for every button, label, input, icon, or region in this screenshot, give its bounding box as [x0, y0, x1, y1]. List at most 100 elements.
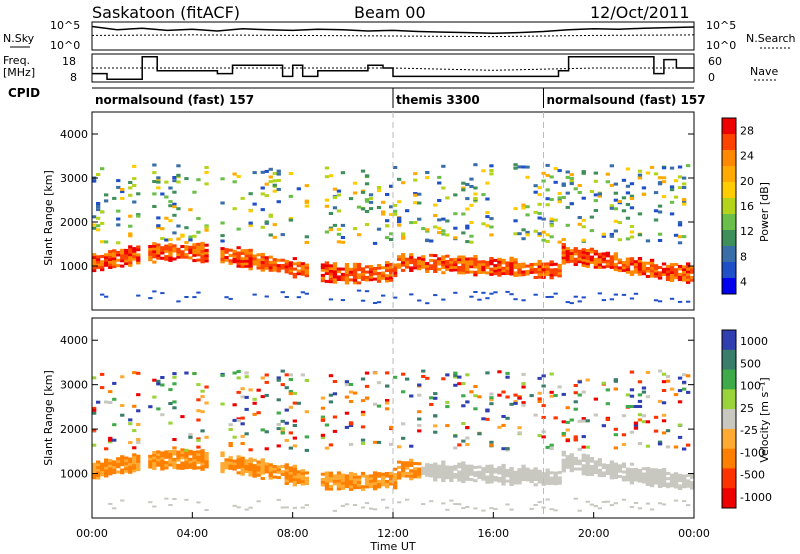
heatmap-cell — [665, 275, 671, 279]
heatmap-cell — [465, 467, 470, 471]
heatmap-cell — [96, 476, 101, 480]
heatmap-cell — [376, 482, 382, 486]
heatmap-cell — [521, 372, 526, 376]
heatmap-cell — [453, 291, 458, 294]
heatmap-cell — [549, 273, 554, 277]
heatmap-cell — [621, 414, 627, 418]
heatmap-cell — [505, 474, 510, 478]
heatmap-cell — [457, 260, 462, 264]
heatmap-cell — [196, 291, 201, 294]
heatmap-cell — [581, 248, 586, 252]
heatmap-cell — [501, 272, 506, 275]
heatmap-cell — [132, 404, 137, 408]
heatmap-cell — [112, 254, 117, 258]
heatmap-cell — [621, 478, 627, 482]
heatmap-cell — [196, 253, 201, 257]
heatmap-cell — [152, 456, 157, 460]
heatmap-cell — [525, 205, 530, 209]
heatmap-cell — [613, 293, 618, 296]
heatmap-cell — [389, 265, 394, 269]
heatmap-cell — [304, 268, 309, 272]
heatmap-cell — [682, 202, 687, 206]
heatmap-cell — [401, 268, 406, 272]
heatmap-cell — [657, 271, 663, 275]
heatmap-cell — [637, 418, 643, 422]
heatmap-cell — [204, 435, 209, 439]
heatmap-cell — [453, 375, 458, 379]
heatmap-cell — [120, 471, 125, 475]
heatmap-cell — [328, 484, 334, 488]
heatmap-cell — [505, 290, 510, 293]
heatmap-cell — [204, 256, 209, 260]
heatmap-cell — [690, 481, 695, 485]
heatmap-cell — [100, 240, 105, 244]
heatmap-cell — [100, 470, 105, 474]
heatmap-cell — [284, 259, 289, 263]
heatmap-cell — [385, 269, 390, 272]
heatmap-cell — [156, 450, 161, 454]
heatmap-cell — [509, 475, 514, 478]
heatmap-cell — [605, 259, 610, 263]
heatmap-cell — [537, 267, 542, 271]
heatmap-cell — [441, 164, 446, 168]
heatmap-cell — [417, 470, 422, 474]
heatmap-cell — [573, 435, 578, 439]
heatmap-cell — [505, 503, 510, 506]
heatmap-cell — [104, 255, 109, 259]
heatmap-cell — [296, 478, 301, 482]
heatmap-cell — [100, 268, 105, 272]
heatmap-cell — [469, 464, 474, 468]
heatmap-cell — [541, 404, 546, 408]
heatmap-cell — [332, 275, 338, 279]
heatmap-cell — [509, 264, 514, 268]
heatmap-cell — [513, 274, 518, 277]
heatmap-cell — [469, 467, 474, 471]
heatmap-cell — [304, 271, 309, 275]
heatmap-cell — [473, 479, 478, 483]
heatmap-cell — [264, 462, 269, 466]
heatmap-cell — [372, 302, 378, 304]
heatmap-cell — [609, 265, 614, 269]
heatmap-cell — [682, 479, 687, 483]
heatmap-cell — [469, 262, 474, 266]
heatmap-cell — [677, 476, 683, 480]
heatmap-cell — [541, 482, 546, 486]
heatmap-cell — [401, 461, 406, 465]
heatmap-cell — [645, 420, 651, 424]
heatmap-cell — [641, 261, 647, 265]
heatmap-cell — [360, 485, 366, 489]
heatmap-cell — [489, 472, 494, 476]
heatmap-cell — [340, 486, 346, 490]
heatmap-cell — [272, 266, 277, 269]
heatmap-cell — [581, 258, 586, 262]
heatmap-cell — [641, 266, 647, 270]
heatmap-cell — [92, 179, 97, 183]
heatmap-cell — [441, 465, 446, 469]
heatmap-cell — [92, 266, 97, 270]
heatmap-cell — [348, 487, 354, 491]
heatmap-cell — [561, 466, 566, 470]
heatmap-cell — [272, 258, 277, 262]
heatmap-cell — [417, 467, 422, 471]
heatmap-cell — [669, 268, 675, 272]
heatmap-cell — [172, 257, 177, 261]
heatmap-cell — [352, 478, 358, 482]
heatmap-cell — [160, 248, 165, 252]
heatmap-cell — [224, 466, 229, 470]
heatmap-cell — [381, 210, 386, 214]
heatmap-cell — [525, 175, 530, 179]
heatmap-cell — [529, 469, 534, 473]
heatmap-cell — [445, 470, 450, 474]
heatmap-cell — [605, 418, 610, 421]
heatmap-cell — [148, 465, 153, 469]
heatmap-cell — [240, 467, 245, 471]
heatmap-cell — [393, 467, 398, 471]
heatmap-cell — [272, 263, 277, 267]
heatmap-cell — [525, 264, 530, 268]
heatmap-cell — [280, 431, 285, 435]
heatmap-cell — [336, 240, 342, 244]
heatmap-cell — [509, 256, 514, 260]
heatmap-cell — [320, 396, 326, 400]
heatmap-cell — [385, 506, 390, 509]
heatmap-cell — [445, 219, 450, 223]
